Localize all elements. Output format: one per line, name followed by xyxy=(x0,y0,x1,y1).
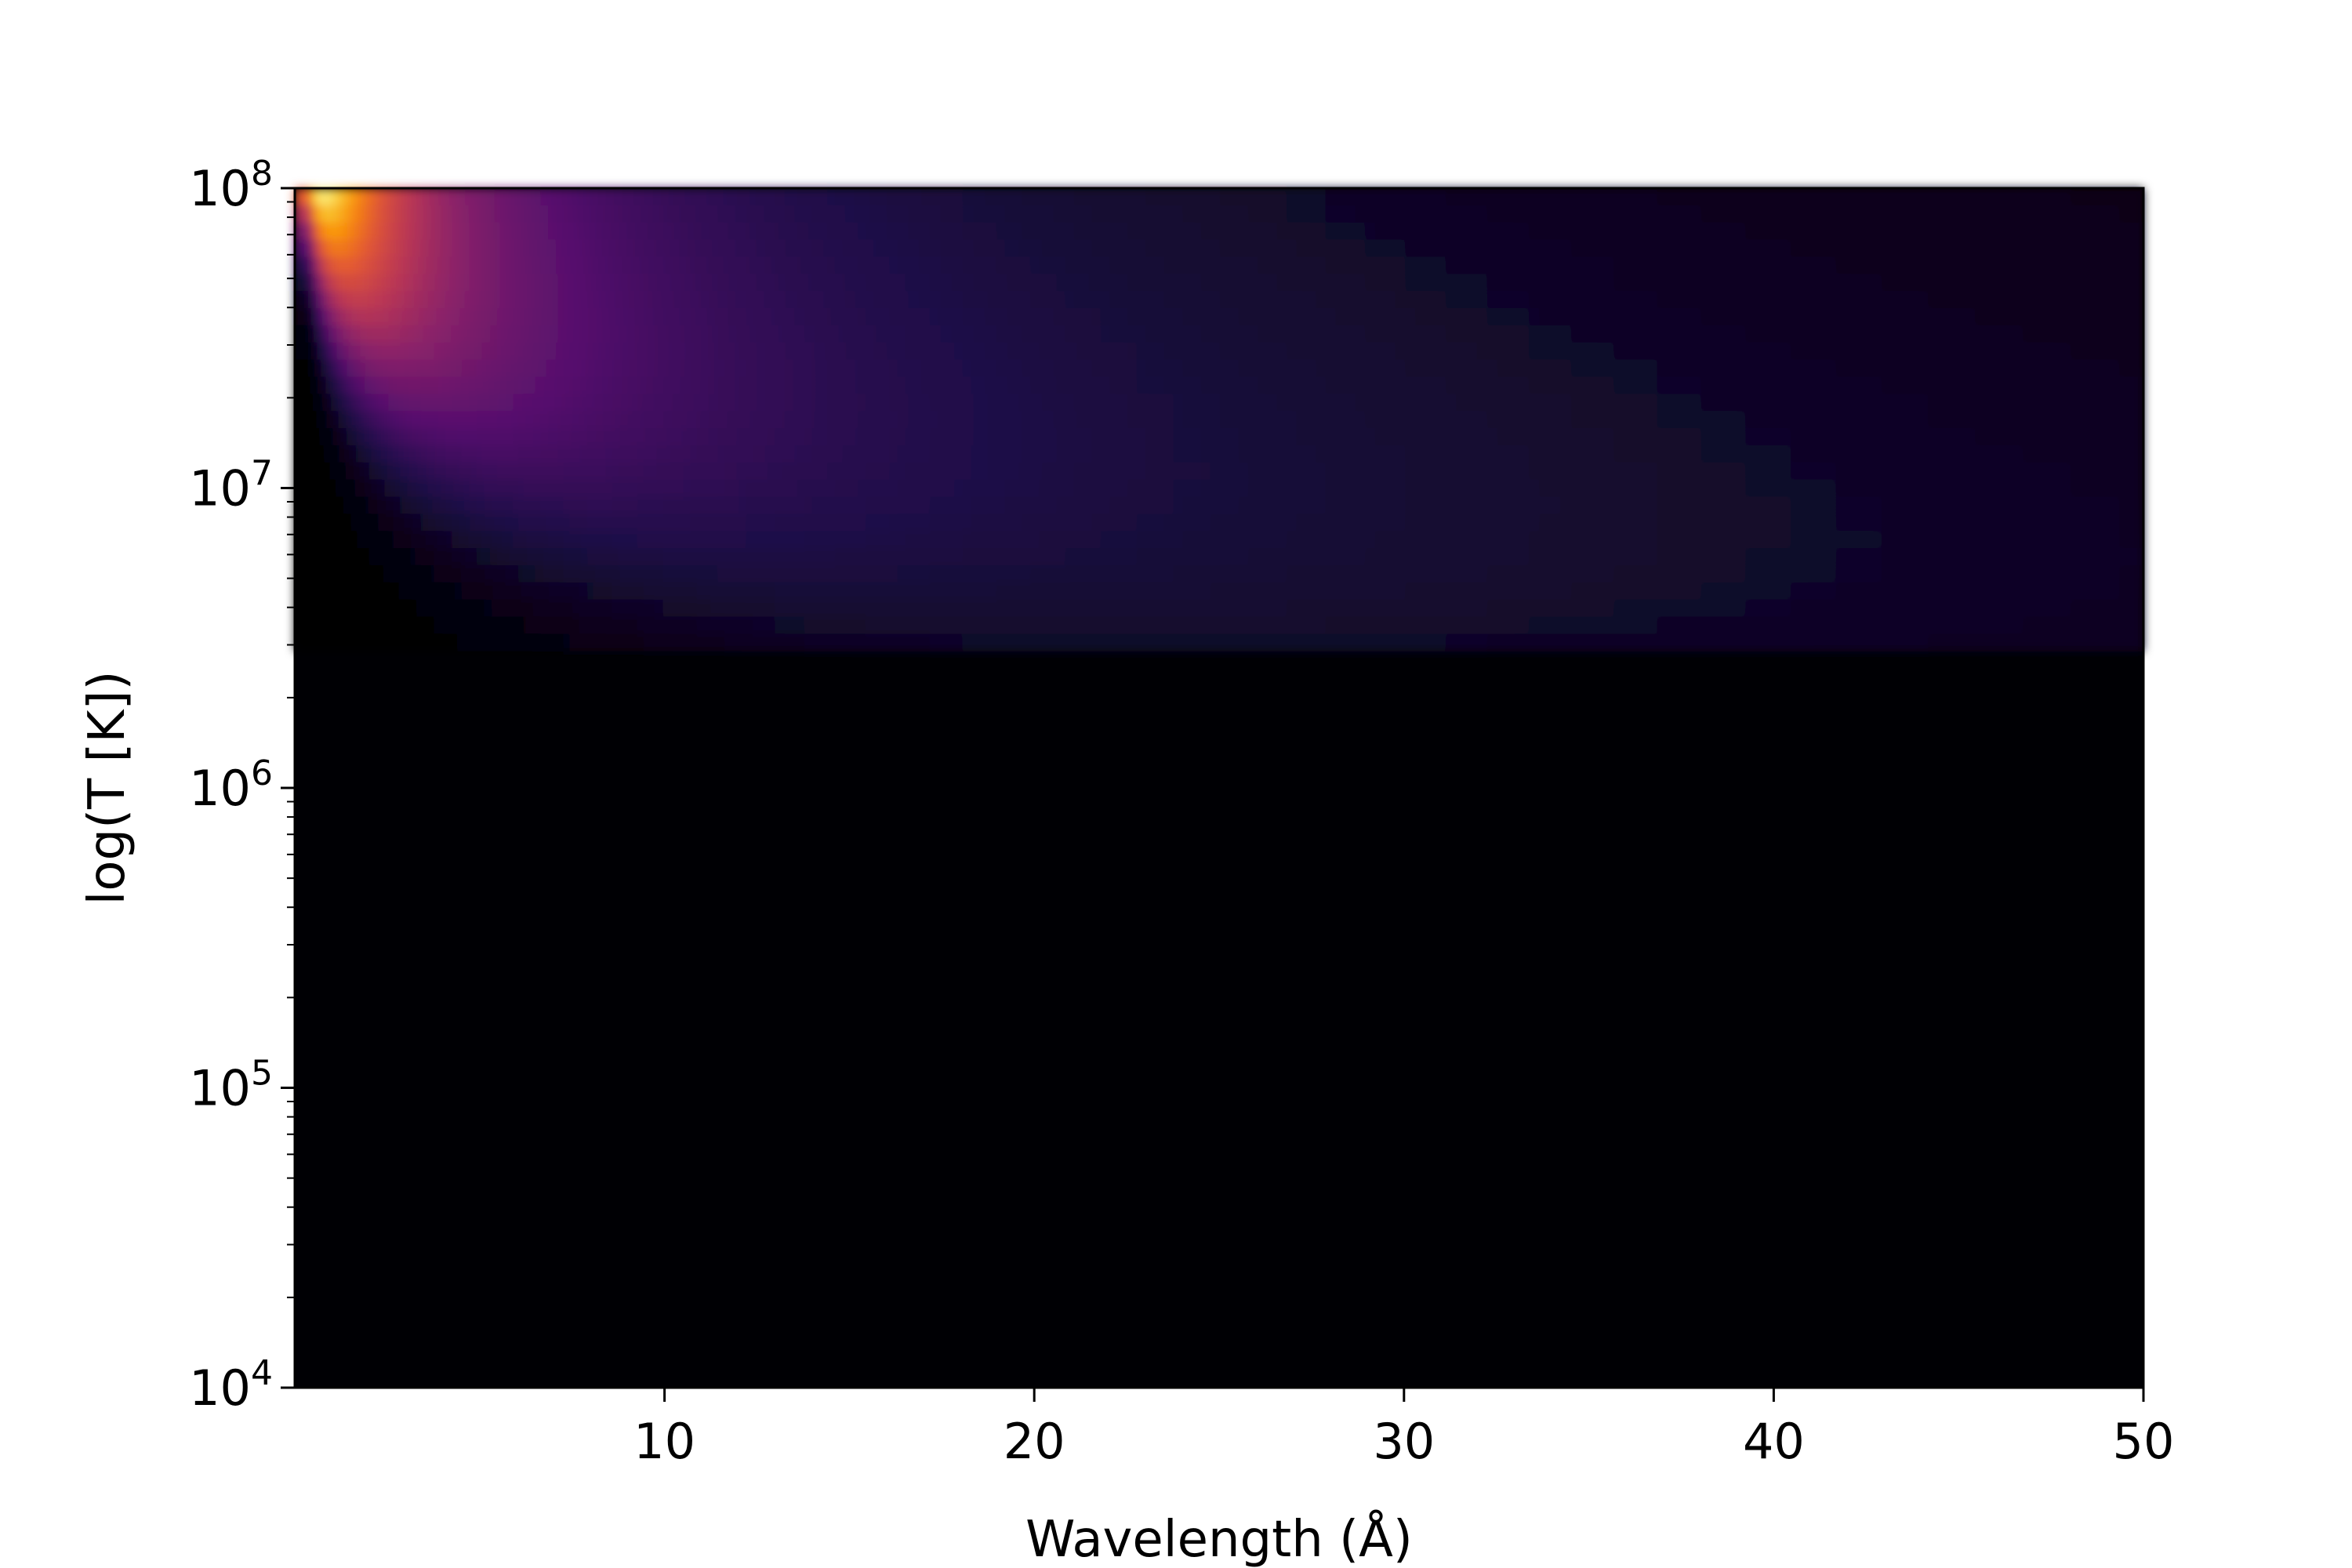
heatmap-row xyxy=(295,548,2143,566)
heatmap-row xyxy=(295,514,2143,532)
heatmap-row xyxy=(295,633,2143,652)
heatmap-row xyxy=(295,394,2143,412)
heatmap-row xyxy=(295,376,2143,394)
x-tick-label: 30 xyxy=(1373,1413,1435,1470)
heatmap-row xyxy=(295,496,2143,514)
heatmap-row xyxy=(295,274,2143,292)
x-tick-label: 40 xyxy=(1743,1413,1805,1470)
heatmap-row xyxy=(295,308,2143,326)
heatmap-row xyxy=(295,239,2143,258)
heatmap-row xyxy=(295,205,2143,223)
heatmap-row xyxy=(295,582,2143,601)
heatmap-row xyxy=(295,616,2143,634)
y-tick-label: 105 xyxy=(189,1054,273,1117)
heatmap-row xyxy=(295,531,2143,549)
x-tick-label: 50 xyxy=(2113,1413,2175,1470)
x-axis-label: Wavelength (Å) xyxy=(1025,1509,1413,1568)
x-tick-label: 10 xyxy=(633,1413,695,1470)
heatmap-row xyxy=(295,256,2143,274)
y-tick-label: 106 xyxy=(189,753,273,817)
heatmap-row xyxy=(295,428,2143,446)
heatmap-row xyxy=(295,479,2143,498)
heatmap-row xyxy=(295,564,2143,583)
heatmap-row xyxy=(295,222,2143,241)
heatmap-row xyxy=(295,599,2143,618)
y-tick-label: 107 xyxy=(189,454,273,517)
heatmap-row xyxy=(295,411,2143,429)
y-axis-label: log(T [K]) xyxy=(78,671,136,906)
x-tick-label: 20 xyxy=(1004,1413,1065,1470)
y-axis: 104 105 106 107 108 xyxy=(189,154,295,1417)
x-axis: 10 20 30 40 50 xyxy=(633,1388,2174,1470)
heatmap-row xyxy=(295,188,2143,206)
heatmap-row xyxy=(295,445,2143,463)
heatmap-field xyxy=(295,188,2143,652)
heatmap-row xyxy=(295,291,2143,309)
heatmap-row xyxy=(295,342,2143,361)
heatmap-row xyxy=(295,462,2143,481)
plot-area xyxy=(293,187,2145,1389)
heatmap-row xyxy=(295,359,2143,378)
y-tick-label: 108 xyxy=(189,154,273,217)
heatmap-row xyxy=(295,325,2143,343)
y-tick-label: 104 xyxy=(189,1353,273,1417)
